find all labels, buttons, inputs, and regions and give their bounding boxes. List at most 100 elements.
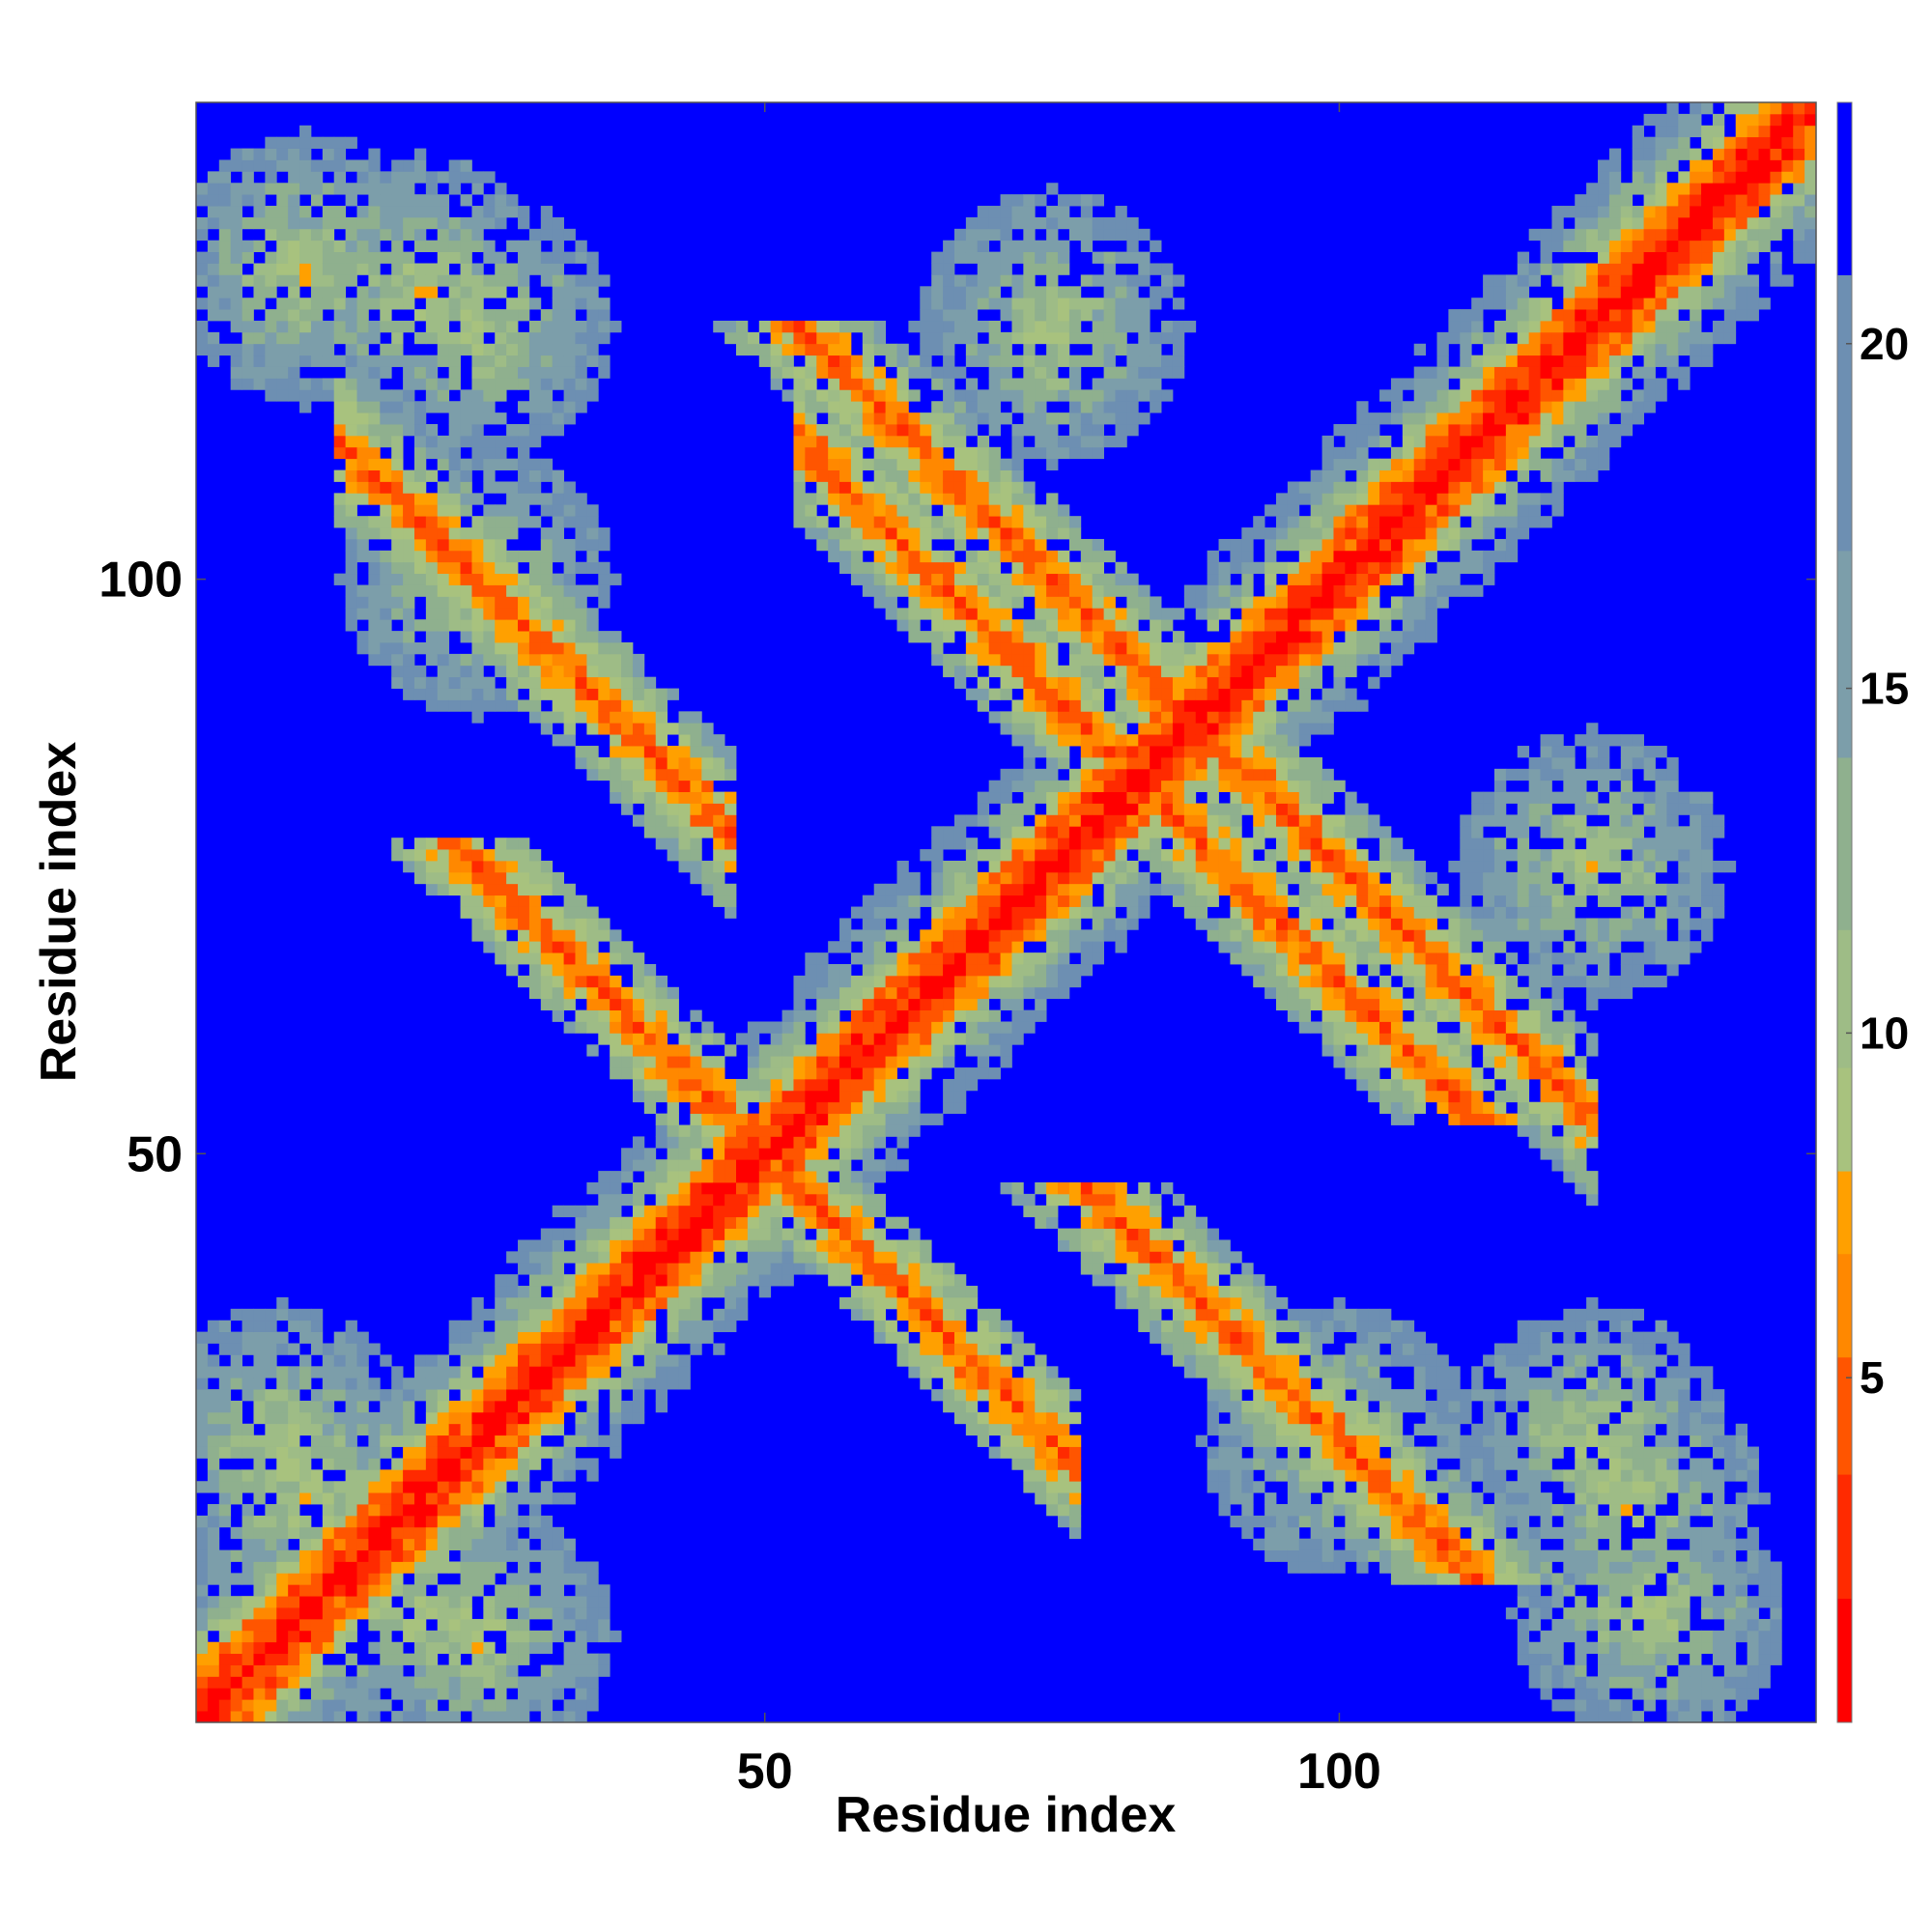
heatmap-cell bbox=[965, 918, 979, 930]
heatmap-cell bbox=[1126, 251, 1139, 264]
heatmap-cell bbox=[380, 1526, 392, 1540]
heatmap-cell bbox=[1035, 711, 1047, 724]
heatmap-cell bbox=[437, 1584, 450, 1597]
heatmap-cell bbox=[253, 331, 266, 345]
heatmap-cell bbox=[943, 378, 955, 390]
heatmap-cell bbox=[540, 355, 554, 367]
heatmap-cell bbox=[265, 1573, 277, 1585]
heatmap-cell bbox=[988, 550, 1001, 563]
heatmap-cell bbox=[920, 538, 932, 552]
heatmap-cell bbox=[460, 1596, 472, 1608]
heatmap-cell bbox=[1058, 573, 1070, 585]
heatmap-cell bbox=[610, 1033, 622, 1045]
heatmap-cell bbox=[1115, 723, 1127, 735]
heatmap-cell bbox=[528, 1549, 542, 1562]
heatmap-cell bbox=[873, 458, 887, 470]
heatmap-cell bbox=[839, 1159, 852, 1172]
heatmap-cell bbox=[988, 941, 1001, 953]
heatmap-cell bbox=[1058, 1193, 1070, 1207]
heatmap-cell bbox=[207, 206, 220, 218]
heatmap-cell bbox=[333, 1699, 347, 1712]
heatmap-cell bbox=[1023, 389, 1036, 402]
heatmap-cell bbox=[391, 1549, 404, 1562]
heatmap-cell bbox=[333, 1549, 347, 1562]
heatmap-cell bbox=[391, 1400, 404, 1413]
heatmap-cell bbox=[391, 1504, 404, 1517]
heatmap-cell bbox=[495, 527, 507, 540]
heatmap-cell bbox=[506, 343, 519, 356]
heatmap-cell bbox=[931, 309, 944, 322]
heatmap-cell bbox=[368, 596, 381, 609]
heatmap-cell bbox=[345, 228, 357, 242]
heatmap-cell bbox=[988, 1320, 1001, 1333]
heatmap-cell bbox=[1103, 1216, 1116, 1229]
heatmap-cell bbox=[1115, 1296, 1127, 1310]
heatmap-cell bbox=[1103, 849, 1116, 862]
heatmap-cell bbox=[667, 791, 679, 804]
heatmap-cell bbox=[1092, 642, 1104, 655]
heatmap-cell bbox=[403, 1526, 415, 1540]
heatmap-cell bbox=[586, 1354, 599, 1367]
heatmap-cell bbox=[850, 1009, 864, 1022]
heatmap-cell bbox=[403, 631, 415, 643]
heatmap-cell bbox=[667, 1009, 679, 1022]
heatmap-cell bbox=[793, 1009, 806, 1022]
heatmap-cell bbox=[816, 435, 829, 448]
heatmap-cell bbox=[506, 355, 519, 367]
heatmap-cell bbox=[563, 389, 576, 402]
heatmap-cell bbox=[873, 1286, 887, 1298]
heatmap-cell bbox=[1011, 1331, 1024, 1344]
heatmap-cell bbox=[413, 1492, 427, 1505]
heatmap-cell bbox=[643, 1078, 657, 1092]
heatmap-cell bbox=[1092, 1251, 1104, 1264]
heatmap-cell bbox=[828, 1009, 840, 1022]
heatmap-cell bbox=[506, 320, 519, 333]
heatmap-cell bbox=[356, 1526, 369, 1540]
heatmap-cell bbox=[1011, 826, 1024, 838]
heatmap-cell bbox=[805, 1101, 817, 1115]
heatmap-cell bbox=[953, 1343, 967, 1355]
heatmap-cell bbox=[471, 286, 484, 298]
heatmap-cell bbox=[977, 952, 990, 965]
heatmap-cell bbox=[1138, 1296, 1151, 1310]
heatmap-cell bbox=[471, 1331, 484, 1344]
heatmap-cell bbox=[345, 1366, 357, 1378]
heatmap-cell bbox=[242, 1607, 254, 1620]
heatmap-cell bbox=[1035, 1389, 1047, 1402]
heatmap-cell bbox=[977, 355, 990, 367]
heatmap-cell bbox=[896, 389, 909, 402]
heatmap-cell bbox=[552, 699, 564, 712]
heatmap-cell bbox=[953, 814, 967, 827]
heatmap-cell bbox=[448, 159, 461, 172]
heatmap-cell bbox=[1011, 1354, 1024, 1367]
heatmap-cell bbox=[540, 573, 554, 585]
heatmap-cell bbox=[632, 699, 645, 712]
heatmap-cell bbox=[850, 320, 864, 333]
heatmap-cell bbox=[265, 355, 277, 367]
heatmap-cell bbox=[230, 1699, 242, 1712]
heatmap-cell bbox=[495, 642, 507, 655]
heatmap-cell bbox=[839, 561, 852, 575]
heatmap-cell bbox=[563, 665, 576, 678]
heatmap-cell bbox=[242, 1308, 254, 1321]
heatmap-cell bbox=[758, 1124, 772, 1137]
heatmap-cell bbox=[862, 1090, 875, 1103]
heatmap-cell bbox=[1138, 1228, 1151, 1240]
heatmap-cell bbox=[1080, 734, 1094, 747]
heatmap-cell bbox=[1068, 1411, 1082, 1425]
heatmap-cell bbox=[655, 814, 668, 827]
heatmap-cell bbox=[552, 516, 564, 528]
heatmap-cell bbox=[1058, 838, 1070, 850]
heatmap-cell bbox=[1000, 642, 1012, 655]
heatmap-cell bbox=[1000, 1400, 1012, 1413]
heatmap-cell bbox=[1046, 366, 1059, 379]
heatmap-cell bbox=[368, 1699, 381, 1712]
heatmap-cell bbox=[850, 458, 864, 470]
heatmap-cell bbox=[528, 435, 542, 448]
heatmap-cell bbox=[495, 550, 507, 563]
heatmap-cell bbox=[495, 860, 507, 873]
heatmap-cell bbox=[1126, 734, 1139, 747]
heatmap-cell bbox=[988, 343, 1001, 356]
heatmap-cell bbox=[988, 504, 1001, 517]
heatmap-cell bbox=[471, 653, 484, 667]
